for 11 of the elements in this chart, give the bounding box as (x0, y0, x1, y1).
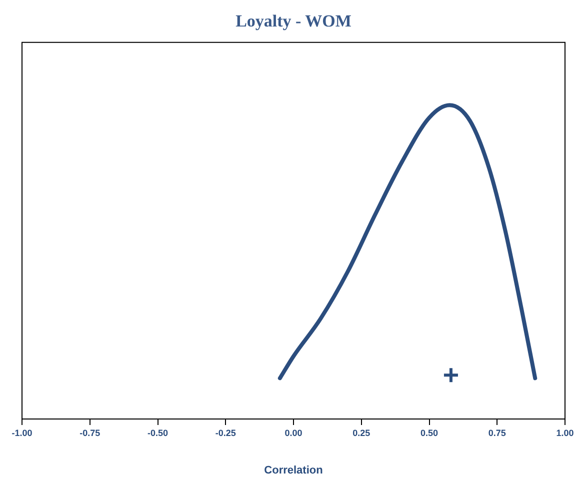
x-tick-label: 0.00 (284, 428, 302, 438)
x-tick-label: -0.25 (215, 428, 236, 438)
x-tick-label: -0.50 (147, 428, 168, 438)
x-tick-label: 0.75 (488, 428, 506, 438)
x-axis-title: Correlation (264, 464, 324, 476)
x-tick-label: 1.00 (556, 428, 574, 438)
x-tick-label: -0.75 (80, 428, 100, 438)
x-tick-label: -1.00 (12, 428, 32, 438)
x-tick-label: 0.25 (352, 428, 370, 438)
chart-title: Loyalty - WOM (236, 12, 352, 31)
x-tick-label: 0.50 (420, 428, 438, 438)
